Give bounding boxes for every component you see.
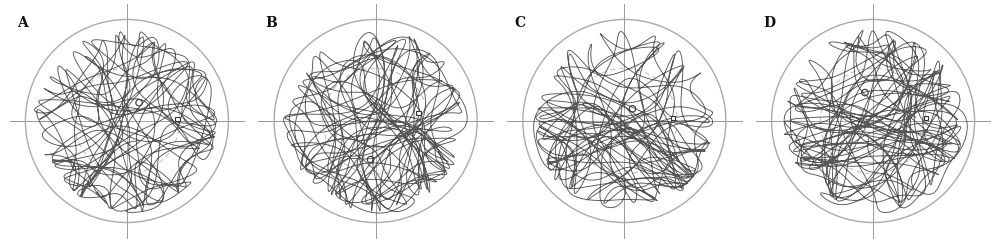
- Bar: [924, 116, 928, 120]
- Text: D: D: [763, 15, 775, 30]
- Bar: [671, 116, 675, 120]
- Bar: [416, 111, 421, 115]
- Bar: [175, 117, 180, 121]
- Text: B: B: [265, 15, 277, 30]
- Text: A: A: [17, 15, 27, 30]
- Text: C: C: [514, 15, 525, 30]
